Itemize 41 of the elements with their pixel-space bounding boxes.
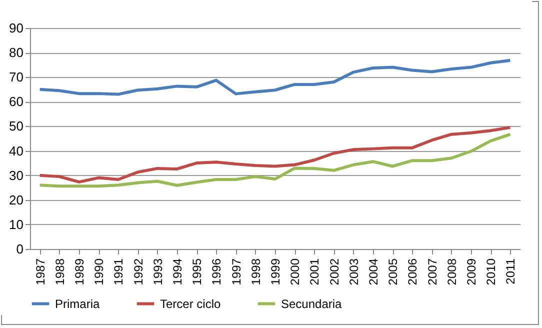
x-tick-label: 2007	[425, 258, 440, 286]
x-tick-label: 2004	[366, 258, 380, 286]
line-series	[38, 126, 512, 184]
y-tick-label: 30	[9, 168, 24, 183]
x-tick-label: 2011	[504, 258, 518, 284]
x-tick-label: 2008	[444, 258, 459, 286]
x-tick-label: 2000	[288, 258, 302, 286]
x-tick-label: 1998	[248, 258, 263, 286]
legend-label: Primaria	[55, 296, 100, 311]
y-tick-label: 70	[9, 70, 24, 85]
x-tick-label: 2006	[406, 258, 420, 286]
y-tick-label: 50	[9, 118, 24, 134]
x-tick-label: 1999	[268, 258, 282, 286]
y-tick-label: 20	[9, 192, 24, 208]
legend-label: Tercer ciclo	[160, 296, 222, 311]
x-tick-label: 1996	[210, 258, 224, 286]
x-tick-label: 1995	[190, 258, 204, 286]
x-tick-label: 2003	[346, 258, 361, 286]
y-tick-label: 90	[9, 20, 24, 36]
x-tick-label: 2005	[386, 258, 400, 286]
legend-label: Secundaria	[281, 296, 342, 311]
x-tick-label: 1987	[33, 258, 48, 286]
x-tick-label: 1991	[112, 258, 126, 286]
y-tick-label: 0	[16, 242, 24, 256]
y-tick-label: 40	[9, 143, 24, 158]
line-series	[38, 132, 512, 188]
x-tick-label: 1988	[52, 258, 67, 286]
x-tick-label: 2001	[308, 258, 322, 286]
x-tick-label: 2010	[484, 258, 498, 286]
x-tick-label: 1993	[150, 258, 165, 286]
y-tick-label: 60	[9, 94, 24, 110]
x-tick-label: 2009	[464, 258, 478, 286]
line-series	[38, 58, 512, 96]
x-tick-label: 1989	[72, 258, 86, 286]
x-tick-label: 1990	[92, 258, 106, 286]
y-tick-label: 80	[9, 45, 24, 60]
y-tick-label: 10	[9, 216, 24, 232]
x-tick-label: 1997	[229, 258, 244, 286]
x-tick-label: 2002	[327, 258, 342, 286]
x-tick-label: 1994	[170, 258, 184, 286]
x-tick-label: 1992	[131, 258, 146, 286]
